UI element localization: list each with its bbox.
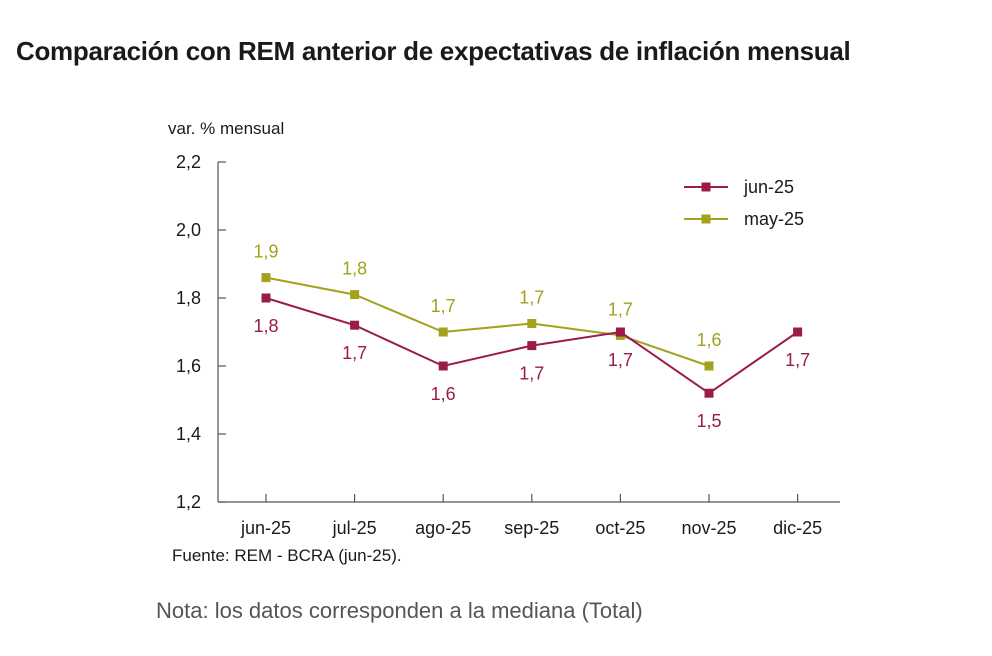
y-tick-label: 2,2	[176, 152, 201, 172]
data-label-may-25: 1,7	[608, 299, 633, 319]
data-label-jun-25: 1,7	[342, 343, 367, 363]
data-label-jun-25: 1,7	[785, 350, 810, 370]
legend-marker-jun-25	[701, 182, 711, 192]
series-line-may-25	[265, 276, 710, 367]
x-tick-label: jun-25	[240, 518, 291, 538]
data-point-may-25	[261, 273, 271, 283]
y-tick-label: 1,8	[176, 288, 201, 308]
legend: jun-25 may-25	[684, 177, 804, 229]
y-axis-label: var. % mensual	[168, 119, 284, 138]
legend-marker-may-25	[701, 214, 711, 224]
data-point-may-25	[704, 361, 714, 371]
x-tick-label: ago-25	[415, 518, 471, 538]
y-tick-label: 1,4	[176, 424, 201, 444]
data-label-may-25: 1,6	[696, 330, 721, 350]
y-tick-label: 1,6	[176, 356, 201, 376]
axes: 1,2 1,4 1,6 1,8 2,0 2,2 jun-25 jul-25 ago-25 sep-…	[176, 152, 840, 538]
series-layer: 1,9 1,8 1,7 1,7 1,7 1,6 1,8 1,7 1,6 1,7 1,7 1,5 1,7	[253, 242, 810, 432]
x-tick-label: oct-25	[595, 518, 645, 538]
data-label-may-25: 1,8	[342, 259, 367, 279]
x-tick-label: nov-25	[681, 518, 736, 538]
x-tick-label: jul-25	[332, 518, 377, 538]
data-point-jun-25	[793, 327, 803, 337]
data-point-jun-25	[350, 320, 360, 330]
data-point-may-25	[438, 327, 448, 337]
legend-label-may-25: may-25	[744, 209, 804, 229]
data-point-jun-25	[438, 361, 448, 371]
data-label-jun-25: 1,7	[519, 364, 544, 384]
y-tick-label: 2,0	[176, 220, 201, 240]
y-tick-label: 1,2	[176, 492, 201, 512]
x-tick-label: sep-25	[504, 518, 559, 538]
legend-label-jun-25: jun-25	[743, 177, 794, 197]
source-note: Fuente: REM - BCRA (jun-25).	[172, 546, 402, 565]
footnote: Nota: los datos corresponden a la median…	[156, 598, 643, 623]
data-point-may-25	[527, 319, 537, 328]
series-jun-25: 1,8 1,7 1,6 1,7 1,7 1,5 1,7	[253, 293, 810, 431]
data-point-jun-25	[261, 293, 271, 303]
data-label-jun-25: 1,5	[696, 411, 721, 431]
data-label-jun-25: 1,8	[253, 316, 278, 336]
data-point-jun-25	[527, 341, 537, 351]
data-point-jun-25	[615, 327, 625, 337]
data-label-may-25: 1,7	[431, 296, 456, 316]
series-may-25: 1,9 1,8 1,7 1,7 1,7 1,6	[253, 242, 722, 371]
data-point-may-25	[350, 290, 360, 300]
x-tick-label: dic-25	[773, 518, 822, 538]
data-label-may-25: 1,9	[253, 242, 278, 262]
data-label-may-25: 1,7	[519, 288, 544, 308]
data-point-jun-25	[704, 388, 714, 398]
data-label-jun-25: 1,6	[431, 384, 456, 404]
chart-title: Comparación con REM anterior de expectat…	[16, 36, 851, 66]
data-label-jun-25: 1,7	[608, 350, 633, 370]
